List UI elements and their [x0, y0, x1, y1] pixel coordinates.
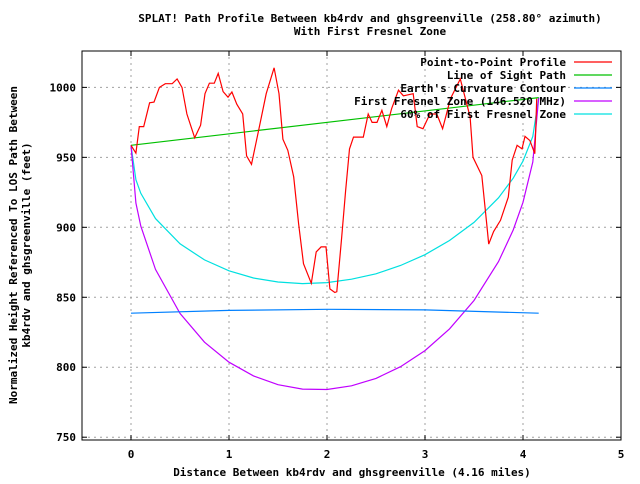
- series-line-2: [130, 308, 539, 314]
- legend-label-0: Point-to-Point Profile: [420, 56, 566, 69]
- y-tick-label: 900: [56, 221, 76, 234]
- x-tick-label: 5: [618, 448, 625, 461]
- x-tick-label: 2: [324, 448, 331, 461]
- x-tick-label: 1: [226, 448, 233, 461]
- series-line-4: [130, 97, 540, 285]
- y-tick-label: 950: [56, 151, 76, 164]
- y-axis-label-line2: kb4rdv and ghsgreenville (feet): [20, 142, 33, 347]
- legend-label-3: First Fresnel Zone (146.520 MHz): [354, 95, 566, 108]
- legend-label-4: 60% of First Fresnel Zone: [400, 108, 566, 121]
- y-axis-label-line1: Normalized Height Referenced To LOS Path…: [7, 86, 20, 404]
- x-axis-label: Distance Between kb4rdv and ghsgreenvill…: [173, 466, 531, 479]
- x-tick-label: 3: [422, 448, 429, 461]
- chart-title: SPLAT! Path Profile Between kb4rdv and g…: [138, 12, 602, 25]
- series-line-0: [130, 67, 538, 294]
- y-tick-label: 1000: [50, 81, 77, 94]
- plot-border: [81, 50, 622, 441]
- legend-label-2: Earth's Curvature Contour: [400, 82, 566, 95]
- x-tick-label: 0: [128, 448, 135, 461]
- y-tick-label: 850: [56, 291, 76, 304]
- legend-label-1: Line of Sight Path: [447, 69, 566, 82]
- series-line-3: [130, 97, 540, 391]
- series-line-1: [130, 97, 539, 146]
- chart-subtitle: With First Fresnel Zone: [294, 25, 447, 38]
- y-tick-label: 750: [56, 431, 76, 444]
- x-tick-label: 4: [520, 448, 527, 461]
- y-tick-label: 800: [56, 361, 76, 374]
